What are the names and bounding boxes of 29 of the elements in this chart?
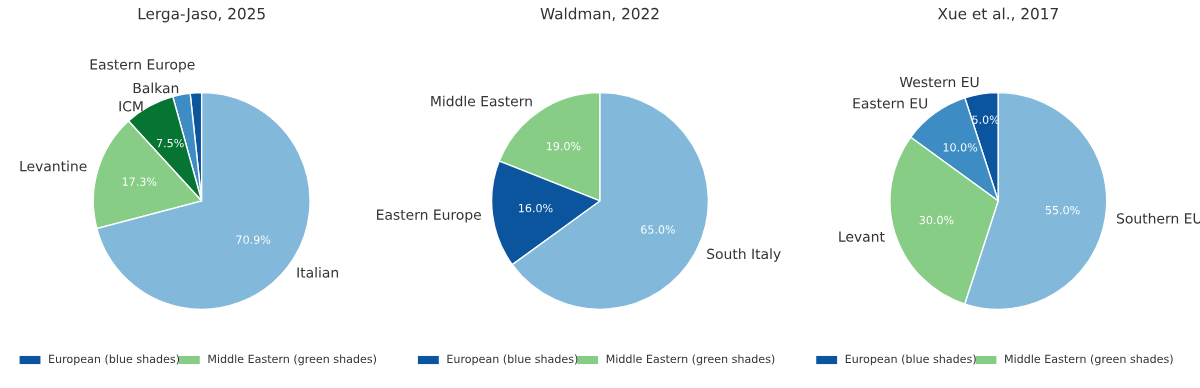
data-label: 65.0% [641, 225, 675, 234]
slice-label: Eastern Europe [377, 209, 481, 223]
slice-label: ICM [119, 101, 143, 112]
text: European (blue shades) [845, 354, 976, 366]
slice-label: Balkan [133, 82, 179, 94]
text: Middle Eastern (green shades) [208, 354, 377, 366]
slice-label: Eastern EU [853, 98, 928, 109]
text: European (blue shades) [49, 354, 180, 366]
chart-title: Xue et al., 2017 [937, 7, 1058, 21]
slice-label: Levant [839, 231, 885, 242]
slice-label: Western EU [899, 76, 979, 88]
data-label: 17.3% [122, 177, 157, 186]
slice-label: Levantine [20, 160, 87, 172]
data-label: 7.5% [156, 138, 184, 148]
text: Middle Eastern (green shades) [1005, 354, 1173, 366]
chart-title: Lerga-Jaso, 2025 [138, 7, 265, 23]
text: Middle Eastern (green shades) [606, 354, 775, 366]
slice-label: South Italy [707, 248, 781, 262]
slice-label: Italian [297, 267, 339, 278]
data-label: 70.9% [236, 235, 271, 244]
chart-title: Waldman, 2022 [540, 7, 659, 21]
data-label: 10.0% [943, 143, 978, 152]
data-label: 16.0% [519, 203, 553, 213]
slice-label: Eastern Europe [90, 59, 195, 73]
data-label: 19.0% [547, 141, 581, 151]
slice-label: Middle Eastern [431, 95, 532, 107]
data-label: 55.0% [1045, 205, 1080, 215]
text: European (blue shades) [447, 354, 578, 366]
data-label: 30.0% [919, 215, 954, 225]
